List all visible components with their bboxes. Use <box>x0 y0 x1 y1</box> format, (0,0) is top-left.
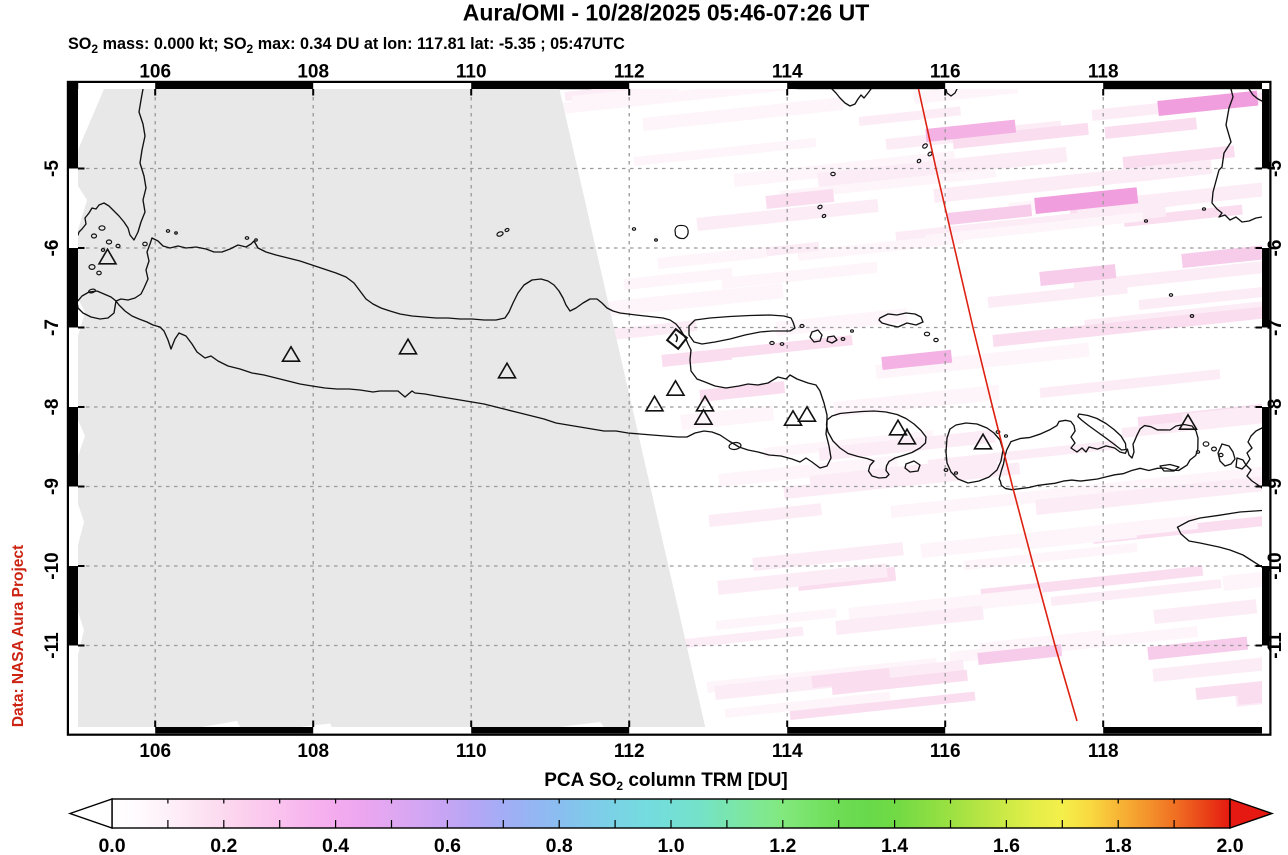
svg-text:-5: -5 <box>42 160 63 177</box>
svg-text:114: 114 <box>772 62 803 83</box>
svg-text:-6: -6 <box>1265 240 1286 257</box>
svg-text:-8: -8 <box>1265 399 1286 416</box>
svg-text:1.8: 1.8 <box>1105 835 1132 855</box>
svg-text:106: 106 <box>139 741 171 762</box>
svg-text:108: 108 <box>297 62 329 83</box>
svg-text:Data: NASA Aura Project: Data: NASA Aura Project <box>10 545 27 727</box>
svg-text:0.4: 0.4 <box>322 835 349 855</box>
svg-text:1.4: 1.4 <box>881 835 908 855</box>
svg-text:1.0: 1.0 <box>657 835 684 855</box>
svg-text:118: 118 <box>1088 62 1119 83</box>
svg-text:-9: -9 <box>1265 478 1286 495</box>
svg-text:-11: -11 <box>1265 632 1286 659</box>
svg-text:Aura/OMI - 10/28/2025 05:46-07: Aura/OMI - 10/28/2025 05:46-07:26 UT <box>463 0 870 26</box>
svg-text:0.8: 0.8 <box>546 835 573 855</box>
svg-text:-5: -5 <box>1265 160 1286 177</box>
svg-text:-10: -10 <box>42 552 63 579</box>
svg-text:0.6: 0.6 <box>434 835 461 855</box>
svg-text:106: 106 <box>139 62 171 83</box>
svg-text:-10: -10 <box>1265 552 1286 579</box>
svg-text:118: 118 <box>1088 741 1119 762</box>
svg-text:-6: -6 <box>42 240 63 257</box>
svg-text:1.2: 1.2 <box>769 835 796 855</box>
svg-text:110: 110 <box>456 62 487 83</box>
svg-text:-7: -7 <box>42 319 63 336</box>
svg-text:-9: -9 <box>42 478 63 495</box>
svg-text:SO2 mass: 0.000 kt; SO2 max: 0: SO2 mass: 0.000 kt; SO2 max: 0.34 DU at … <box>68 35 625 56</box>
svg-text:114: 114 <box>772 741 803 762</box>
svg-text:2.0: 2.0 <box>1216 835 1243 855</box>
svg-text:112: 112 <box>614 62 645 83</box>
svg-text:0.2: 0.2 <box>210 835 237 855</box>
svg-text:116: 116 <box>930 741 961 762</box>
svg-text:1.6: 1.6 <box>993 835 1020 855</box>
svg-text:-8: -8 <box>42 399 63 416</box>
svg-text:116: 116 <box>930 62 961 83</box>
svg-text:-11: -11 <box>42 632 63 659</box>
svg-text:108: 108 <box>297 741 329 762</box>
svg-text:PCA SO2 column TRM [DU]: PCA SO2 column TRM [DU] <box>544 770 787 793</box>
svg-text:110: 110 <box>456 741 487 762</box>
svg-text:-7: -7 <box>1265 319 1286 336</box>
svg-text:112: 112 <box>614 741 645 762</box>
svg-text:0.0: 0.0 <box>98 835 125 855</box>
